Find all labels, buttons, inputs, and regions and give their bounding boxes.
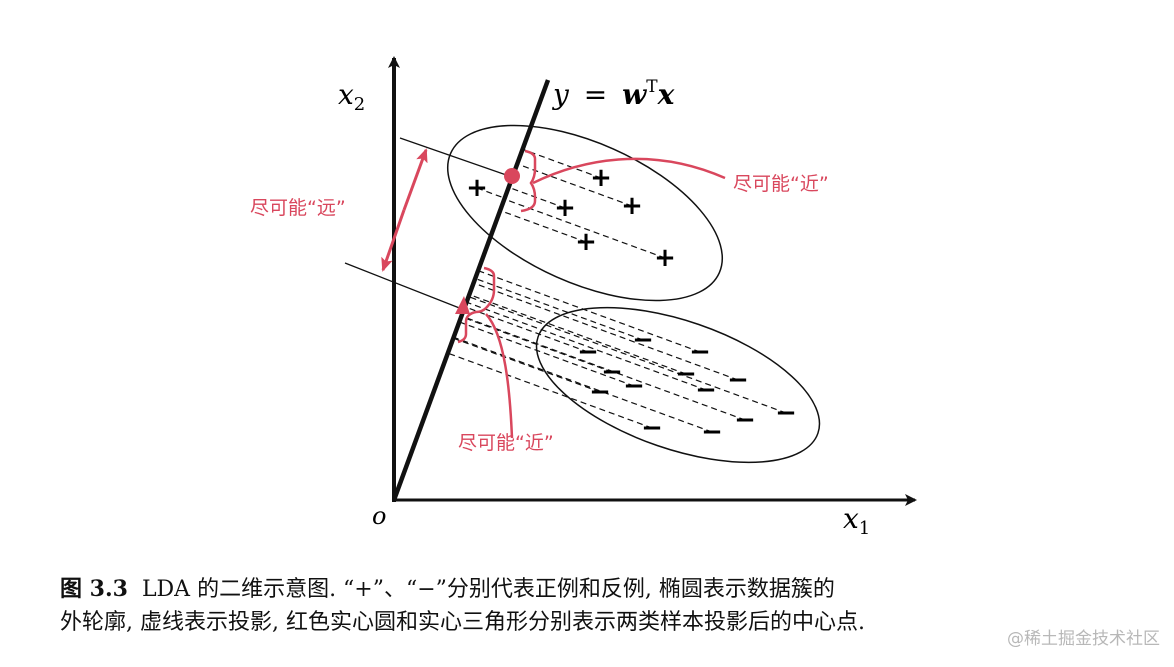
positive-sample: + — [554, 193, 576, 223]
negative-sample: − — [601, 357, 623, 387]
negative-center-guide — [344, 262, 463, 310]
negative-projection-dash — [453, 337, 601, 393]
negative-projected-center — [455, 296, 470, 314]
projection-line — [391, 79, 551, 501]
figure-number: 图 3.3 — [60, 576, 128, 602]
caption-line-2: 外轮廓, 虚线表示投影, 红色实心圆和实心三角形分别表示两类样本投影后的中心点. — [60, 610, 865, 635]
negative-sample: − — [727, 365, 749, 395]
negative-sample: − — [641, 413, 663, 443]
negative-sample: − — [577, 337, 599, 367]
negative-sample: − — [734, 405, 756, 435]
negative-sample: − — [623, 371, 645, 401]
positive-projection-dash — [517, 163, 633, 207]
positive-sample: + — [466, 173, 488, 203]
negative-projection-dash — [461, 315, 746, 421]
far-double-arrow-lower — [381, 209, 406, 272]
negative-projection-dash — [473, 282, 739, 381]
positive-center-guide — [399, 137, 513, 178]
positive-sample: + — [654, 243, 676, 273]
positive-sample: + — [575, 227, 597, 257]
caption-text-1: LDA 的二维示意图. “+”、“−”分别代表正例和反例, 椭圆表示数据簇的 — [141, 577, 835, 602]
caption-line-1: 图 3.3 LDA 的二维示意图. “+”、“−”分别代表正例和反例, 椭圆表示数… — [60, 571, 835, 603]
negative-projection-dash — [453, 336, 713, 433]
positive-sample: + — [621, 191, 643, 221]
negative-projection-dash — [447, 352, 653, 429]
positive-projection-dash — [499, 209, 587, 243]
positive-projection-dash — [476, 187, 505, 199]
negative-sample: − — [775, 398, 797, 428]
far-double-arrow — [402, 148, 428, 211]
negative-sample: − — [695, 375, 717, 405]
negative-sample: − — [675, 359, 697, 389]
projection-dashes — [447, 148, 787, 433]
negative-brace — [457, 266, 496, 344]
negative-projection-dash — [469, 293, 687, 375]
negative-projection-dash — [466, 301, 707, 391]
negative-sample: − — [689, 337, 711, 367]
sample-points: + ++ +++− − −− − −− −−−−− − — [466, 163, 797, 447]
near-negative-callout — [485, 313, 514, 439]
x2-axis-label: x2 — [338, 78, 365, 115]
positive-brace — [520, 149, 537, 213]
near-positive-callout — [532, 157, 726, 185]
negative-sample: − — [589, 377, 611, 407]
negative-projection-dash — [459, 321, 635, 387]
near-positive-annotation: 尽可能“近” — [733, 173, 829, 195]
negative-sample: − — [701, 417, 723, 447]
projection-line-label: y = wTx — [551, 77, 675, 111]
near-negative-annotation: 尽可能“近” — [458, 432, 554, 454]
origin-label: o — [372, 502, 386, 530]
x1-axis-label: x1 — [843, 502, 870, 539]
positive-projection-dash — [508, 186, 566, 209]
negative-cluster-ellipse — [535, 306, 821, 464]
positive-projected-center — [504, 168, 520, 184]
positive-projection-dash — [522, 148, 602, 179]
negative-sample: − — [632, 325, 654, 355]
far-annotation: 尽可能“远” — [250, 197, 346, 219]
negative-projection-dash — [468, 296, 787, 414]
positive-sample: + — [590, 163, 612, 193]
watermark: @稀土掘金技术社区 — [1007, 629, 1160, 649]
positive-cluster-ellipse — [446, 124, 724, 302]
negative-projection-dash — [464, 306, 589, 353]
